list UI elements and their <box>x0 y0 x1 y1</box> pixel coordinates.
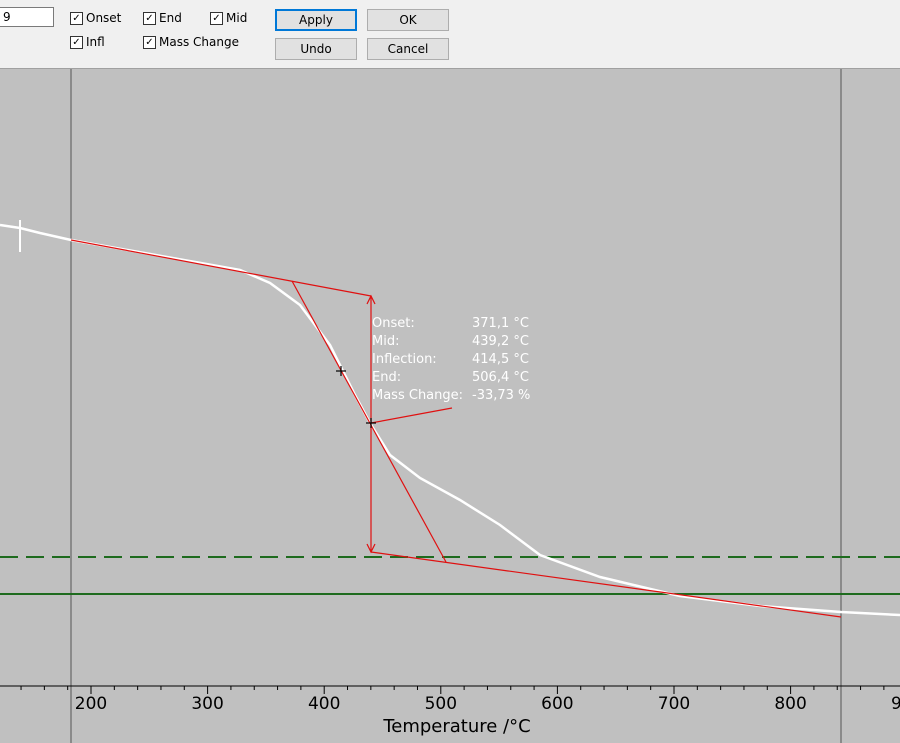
evaluation <box>70 239 842 618</box>
check-box[interactable]: ✓ <box>70 11 83 25</box>
result-value: -33,73 % <box>472 388 530 403</box>
x-tick-label: 900 <box>891 694 900 714</box>
checkbox-label: Infl <box>86 35 105 49</box>
x-tick-label: 400 <box>308 694 340 714</box>
check-box[interactable]: ✓ <box>70 35 83 49</box>
button[interactable]: Cancel <box>367 38 449 60</box>
plot: Temperature /°C Onset: 371,1 °C Mid: 439,2 … <box>0 69 900 743</box>
plot-bg <box>0 69 900 743</box>
checkbox[interactable]: ✓ Onset <box>70 11 121 25</box>
checkbox-label: Mid <box>226 11 248 25</box>
checkbox[interactable]: ✓ Mid <box>210 11 247 25</box>
checkbox-label: Mass Change <box>159 35 239 49</box>
button[interactable]: Apply <box>275 9 357 31</box>
x-tick-label: 300 <box>191 694 223 714</box>
result-value: 439,2 °C <box>472 334 529 349</box>
result-label: End: <box>372 370 401 385</box>
checkbox[interactable]: ✓ Mass Change <box>143 35 239 49</box>
cross-markers <box>336 366 376 428</box>
result-value: 371,1 °C <box>472 316 529 331</box>
result-label: Mid: <box>372 334 399 349</box>
checkbox[interactable]: ✓ Infl <box>70 35 105 49</box>
check-box[interactable]: ✓ <box>143 11 156 25</box>
minor-ticks <box>20 686 885 694</box>
checkbox[interactable]: ✓ End <box>143 11 182 25</box>
x-tick-label: 200 <box>75 694 107 714</box>
result-label: Inflection: <box>372 352 437 367</box>
checkbox-label: Onset <box>86 11 122 25</box>
result-label: Onset: <box>372 316 415 331</box>
x-tick-label: 500 <box>425 694 457 714</box>
toolbar: 9 ✓ Onset ✓ End ✓ Mid ✓ Infl ✓ Mass Change Apply OK… <box>0 0 900 69</box>
button[interactable]: Undo <box>275 38 357 60</box>
checkbox-label: End <box>159 11 182 25</box>
check-box[interactable]: ✓ <box>143 35 156 49</box>
spin-box[interactable]: 9 <box>0 7 54 27</box>
check-box[interactable]: ✓ <box>210 11 223 25</box>
x-tick-label: 800 <box>774 694 806 714</box>
x-tick-label: 600 <box>541 694 573 714</box>
x-axis-label: Temperature /°C <box>382 716 530 737</box>
x-tick-label: 700 <box>658 694 690 714</box>
result-label: Mass Change: <box>372 388 463 403</box>
result-value: 506,4 °C <box>472 370 529 385</box>
button[interactable]: OK <box>367 9 449 31</box>
result-value: 414,5 °C <box>472 352 529 367</box>
